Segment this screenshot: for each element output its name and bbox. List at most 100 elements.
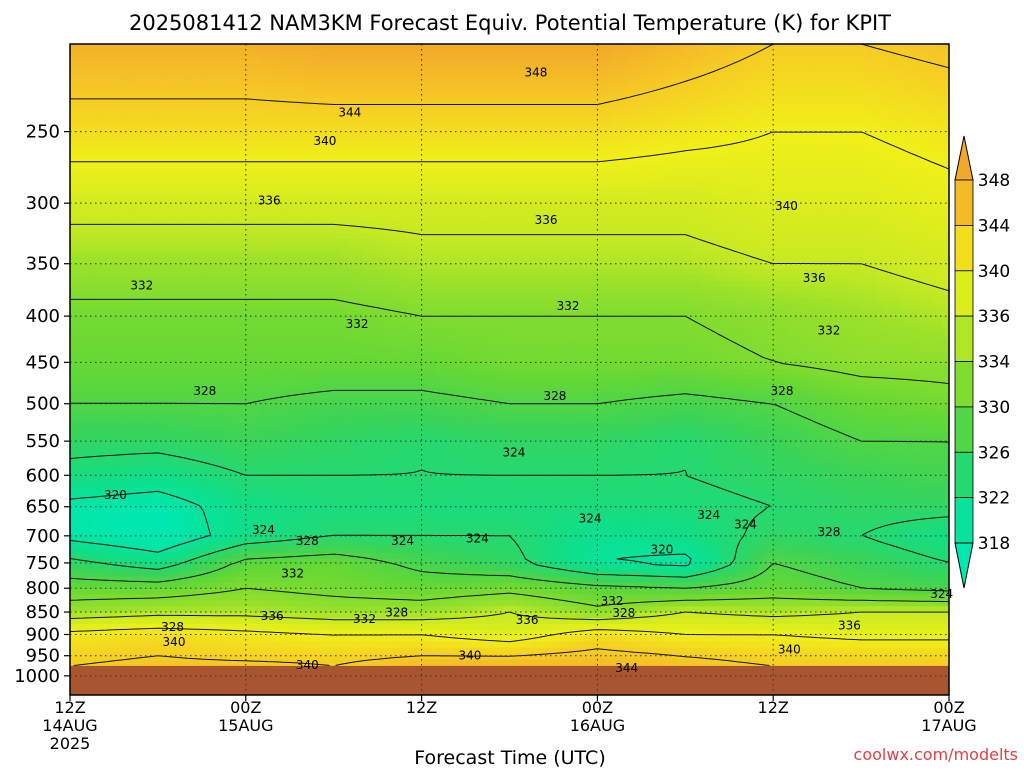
color-cell: [245, 61, 254, 69]
color-cell: [245, 79, 254, 87]
color-cell: [751, 44, 760, 51]
color-cell: [223, 85, 232, 92]
color-cell: [897, 233, 906, 240]
color-cell: [905, 215, 913, 223]
color-cell: [121, 115, 130, 122]
color-cell: [458, 262, 467, 270]
color-cell: [656, 61, 664, 69]
color-cell: [941, 186, 949, 193]
color-cell: [319, 132, 327, 140]
color-cell: [656, 55, 664, 63]
color-cell: [773, 150, 782, 158]
color-cell: [377, 191, 386, 199]
color-cell: [765, 156, 774, 163]
color-cell: [326, 251, 335, 258]
color-cell: [516, 203, 525, 211]
color-cell: [641, 91, 650, 98]
color-cell: [70, 126, 78, 134]
color-cell: [223, 286, 232, 294]
color-cell: [370, 168, 379, 175]
color-cell: [135, 55, 144, 63]
color-cell: [311, 138, 320, 146]
color-cell: [282, 138, 291, 146]
color-cell: [326, 126, 335, 134]
color-cell: [450, 197, 459, 205]
color-cell: [355, 186, 364, 193]
color-cell: [472, 55, 481, 63]
color-cell: [187, 280, 196, 288]
color-cell: [333, 120, 342, 128]
color-cell: [802, 115, 811, 122]
color-cell: [289, 73, 298, 81]
color-cell: [275, 120, 284, 128]
color-cell: [99, 162, 108, 169]
color-cell: [194, 103, 203, 110]
color-cell: [399, 245, 408, 252]
color-cell: [443, 120, 452, 128]
color-cell: [113, 55, 122, 63]
color-cell: [436, 79, 445, 87]
color-cell: [656, 191, 664, 199]
color-cell: [612, 215, 620, 223]
color-cell: [919, 49, 928, 57]
color-cell: [106, 109, 115, 116]
color-cell: [670, 239, 679, 246]
color-cell: [297, 115, 305, 122]
color-cell: [245, 227, 254, 234]
color-cell: [179, 103, 188, 110]
color-cell: [868, 132, 877, 140]
color-cell: [802, 44, 811, 51]
color-cell: [773, 73, 782, 81]
color-cell: [590, 286, 598, 294]
color-cell: [604, 262, 613, 270]
color-cell: [194, 49, 203, 57]
color-cell: [795, 67, 804, 75]
color-cell: [319, 44, 327, 51]
color-cell: [677, 44, 686, 51]
color-cell: [297, 103, 305, 110]
color-cell: [802, 61, 811, 69]
color-cell: [919, 268, 928, 276]
color-cell: [824, 168, 833, 175]
color-cell: [406, 274, 415, 282]
color-cell: [875, 67, 884, 75]
color-cell: [480, 245, 489, 252]
color-cell: [392, 120, 401, 128]
color-cell: [348, 280, 357, 288]
color-cell: [165, 115, 174, 122]
color-cell: [480, 203, 489, 211]
color-cell: [421, 126, 430, 134]
color-cell: [875, 221, 884, 229]
color-cell: [883, 138, 891, 146]
color-cell: [472, 132, 481, 140]
color-cell: [546, 138, 555, 146]
color-cell: [743, 61, 752, 69]
color-cell: [927, 251, 935, 258]
color-cell: [707, 162, 716, 169]
color-cell: [839, 180, 848, 187]
color-cell: [436, 268, 445, 276]
color-cell: [406, 162, 415, 169]
color-cell: [758, 197, 767, 205]
color-cell: [656, 97, 664, 104]
color-cell: [341, 274, 349, 282]
color-cell: [736, 132, 745, 140]
color-cell: [524, 274, 533, 282]
color-cell: [641, 191, 650, 199]
color-cell: [238, 162, 247, 169]
color-cell: [773, 120, 782, 128]
color-cell: [934, 97, 943, 104]
color-cell: [648, 268, 657, 276]
color-cell: [590, 233, 598, 240]
color-cell: [187, 227, 196, 234]
color-cell: [260, 162, 269, 169]
color-cell: [846, 97, 855, 104]
color-cell: [216, 191, 225, 199]
color-cell: [905, 186, 913, 193]
color-cell: [516, 109, 525, 116]
color-cell: [443, 132, 452, 140]
color-cell: [531, 91, 540, 98]
color-cell: [443, 262, 452, 270]
color-cell: [568, 85, 577, 92]
color-cell: [494, 49, 503, 57]
